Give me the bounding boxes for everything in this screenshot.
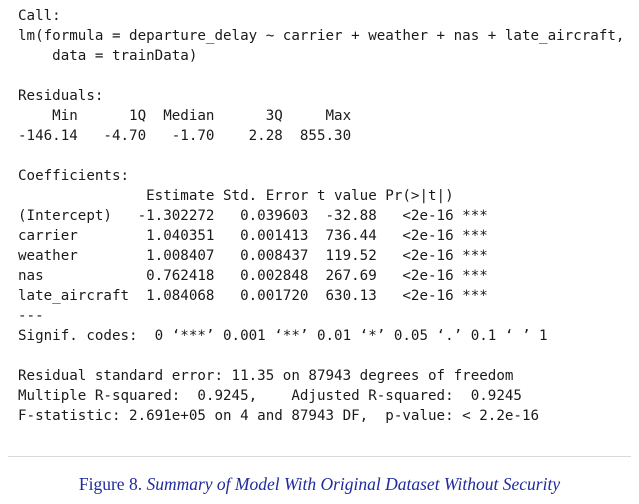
f-statistic: F-statistic: 2.691e+05 on 4 and 87943 DF… xyxy=(18,408,540,424)
coef-row-weather: weather 1.008407 0.008437 119.52 <2e-16 … xyxy=(18,248,488,264)
call-header: Call: xyxy=(18,8,61,24)
signif-codes: Signif. codes: 0 ‘***’ 0.001 ‘**’ 0.01 ‘… xyxy=(18,328,548,344)
r-console-output: Call: lm(formula = departure_delay ~ car… xyxy=(18,6,633,446)
r-squared: Multiple R-squared: 0.9245, Adjusted R-s… xyxy=(18,388,522,404)
figure-title: Summary of Model With Original Dataset W… xyxy=(146,474,561,494)
residuals-quantiles: Min 1Q Median 3Q Max xyxy=(18,108,352,124)
coef-row-late-aircraft: late_aircraft 1.084068 0.001720 630.13 <… xyxy=(18,288,488,304)
figure-label: Figure 8. xyxy=(78,474,143,494)
coef-row-carrier: carrier 1.040351 0.001413 736.44 <2e-16 … xyxy=(18,228,488,244)
residuals-values: -146.14 -4.70 -1.70 2.28 855.30 xyxy=(18,128,352,144)
coef-row-nas: nas 0.762418 0.002848 267.69 <2e-16 *** xyxy=(18,268,488,284)
coefficients-header: Coefficients: xyxy=(18,168,130,184)
residual-std-error: Residual standard error: 11.35 on 87943 … xyxy=(18,368,514,384)
coef-row-intercept: (Intercept) -1.302272 0.039603 -32.88 <2… xyxy=(18,208,488,224)
call-data: data = trainData) xyxy=(18,48,198,64)
figure-caption: Figure 8. Summary of Model With Original… xyxy=(0,473,639,495)
coefficients-columns: Estimate Std. Error t value Pr(>|t|) xyxy=(18,188,454,204)
separator-dashes: --- xyxy=(18,308,44,324)
residuals-header: Residuals: xyxy=(18,88,104,104)
divider xyxy=(8,456,631,457)
call-formula: lm(formula = departure_delay ~ carrier +… xyxy=(18,28,625,44)
